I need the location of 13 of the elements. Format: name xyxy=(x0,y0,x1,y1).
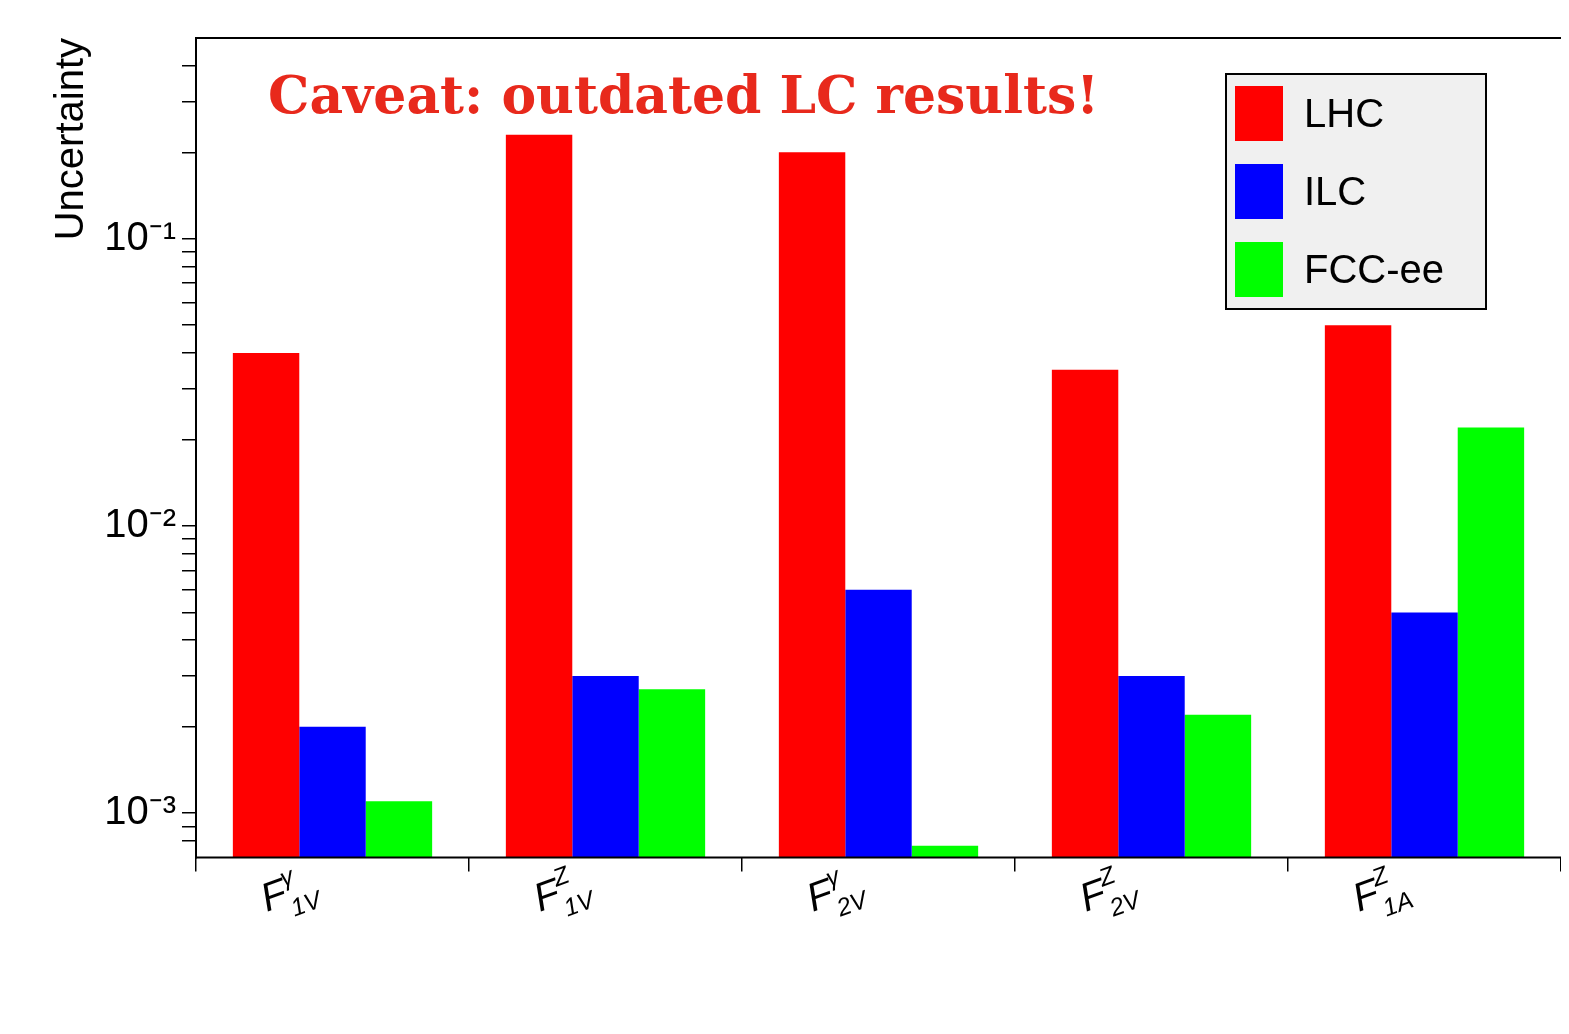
x-tick-label: Fγ2V xyxy=(800,861,874,922)
y-axis-title: Uncertainty xyxy=(47,38,91,241)
y-tick-label: 10⁻³ xyxy=(104,788,176,833)
y-tick-label: 10⁻² xyxy=(104,500,176,545)
x-tick-label: FZ2V xyxy=(1073,860,1147,922)
legend-label: ILC xyxy=(1304,169,1367,214)
x-tick-label: Fγ1V xyxy=(254,861,328,922)
x-tick-label: FZ1V xyxy=(527,860,601,922)
annotation: Caveat: outdated LC results! xyxy=(268,64,1100,125)
x-tick-label: FZ1A xyxy=(1346,860,1417,922)
legend-label: FCC-ee xyxy=(1304,247,1445,292)
y-tick-label: 10⁻¹ xyxy=(104,213,176,258)
legend-label: LHC xyxy=(1304,91,1385,136)
